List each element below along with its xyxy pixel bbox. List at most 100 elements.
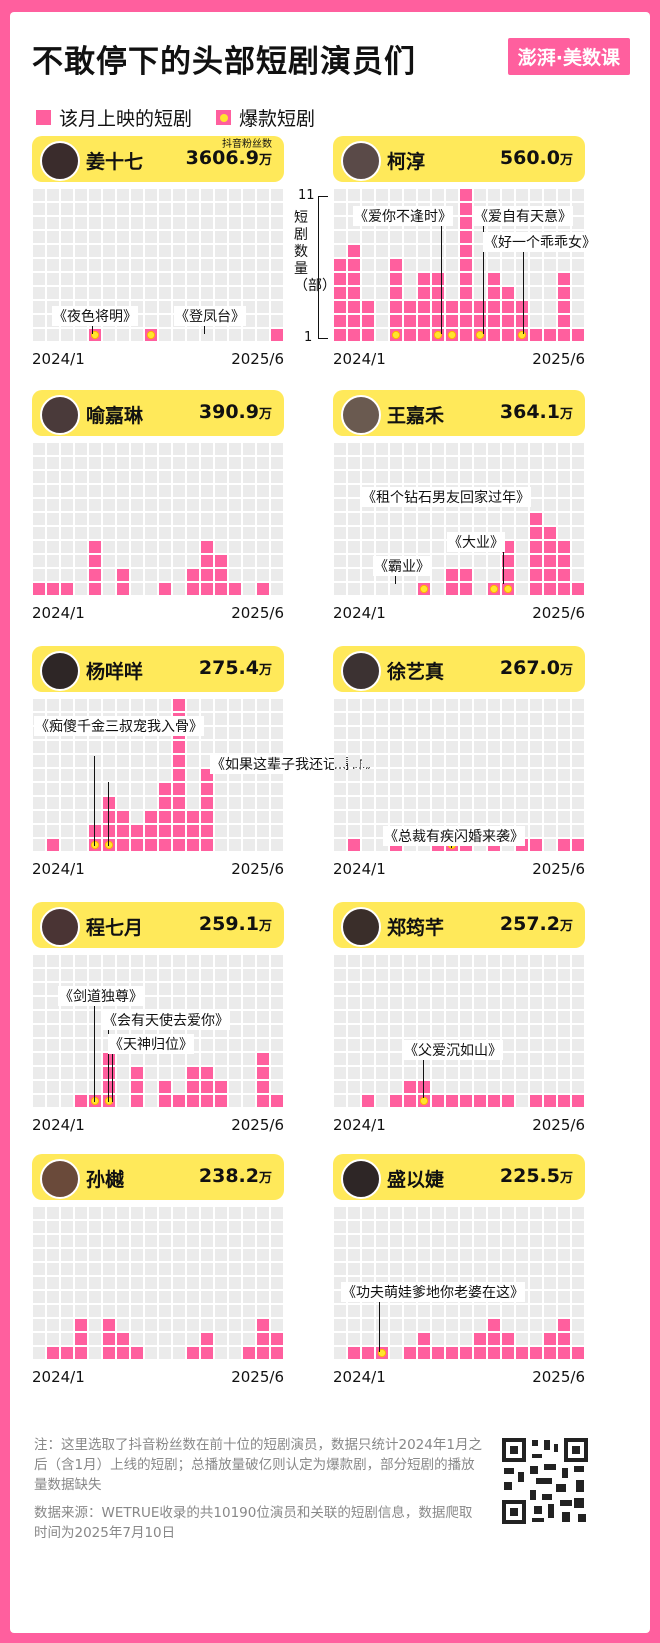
empty-cell	[201, 969, 213, 981]
empty-cell	[145, 699, 157, 711]
empty-cell	[334, 555, 346, 567]
empty-cell	[572, 457, 584, 469]
bar-cell	[488, 287, 500, 299]
empty-cell	[271, 217, 283, 229]
empty-cell	[474, 1011, 486, 1023]
empty-cell	[229, 485, 241, 497]
empty-cell	[558, 1067, 570, 1079]
empty-cell	[390, 1081, 402, 1093]
bar-cell	[446, 301, 458, 313]
empty-cell	[544, 1291, 556, 1303]
empty-cell	[173, 1291, 185, 1303]
empty-cell	[376, 1025, 388, 1037]
empty-cell	[145, 457, 157, 469]
x-label-end: 2025/6	[532, 1368, 585, 1386]
actor-panel: 姜十七 3606.9万 抖音粉丝数 《夜色将明》 《登凤台》 2024/1 2025/6	[32, 136, 284, 376]
empty-cell	[145, 1249, 157, 1261]
empty-cell	[131, 797, 143, 809]
empty-cell	[446, 231, 458, 243]
empty-cell	[516, 569, 528, 581]
actor-panel: 郑筠芊 257.2万 《父爱沉如山》 2024/1 2025/6	[333, 902, 585, 1142]
empty-cell	[390, 471, 402, 483]
empty-cell	[544, 1249, 556, 1261]
empty-cell	[117, 1277, 129, 1289]
empty-cell	[502, 997, 514, 1009]
empty-cell	[271, 727, 283, 739]
empty-cell	[530, 713, 542, 725]
empty-cell	[516, 955, 528, 967]
bar-cell	[558, 301, 570, 313]
empty-cell	[145, 245, 157, 257]
empty-cell	[334, 569, 346, 581]
empty-cell	[173, 527, 185, 539]
empty-cell	[243, 315, 255, 327]
bar-cell	[502, 555, 514, 567]
empty-cell	[460, 783, 472, 795]
bar-cell	[558, 839, 570, 851]
annotation-leader	[441, 222, 442, 334]
hit-marker	[90, 330, 100, 340]
empty-cell	[271, 499, 283, 511]
empty-cell	[75, 1305, 87, 1317]
empty-cell	[418, 783, 430, 795]
empty-cell	[271, 1053, 283, 1065]
avatar	[40, 907, 80, 947]
empty-cell	[173, 231, 185, 243]
empty-cell	[376, 1095, 388, 1107]
annotation-leader	[483, 222, 484, 334]
empty-cell	[159, 329, 171, 341]
empty-cell	[488, 443, 500, 455]
empty-cell	[404, 1207, 416, 1219]
empty-cell	[271, 259, 283, 271]
bar-cell	[201, 797, 213, 809]
fans-count: 390.9万	[199, 401, 272, 423]
empty-cell	[530, 755, 542, 767]
empty-cell	[47, 287, 59, 299]
bar-cell	[334, 287, 346, 299]
empty-cell	[530, 301, 542, 313]
empty-cell	[530, 1305, 542, 1317]
empty-cell	[460, 741, 472, 753]
empty-cell	[404, 583, 416, 595]
annotation-leader	[112, 1050, 113, 1102]
bar-cell	[460, 245, 472, 257]
empty-cell	[376, 1039, 388, 1051]
empty-cell	[229, 457, 241, 469]
empty-cell	[47, 569, 59, 581]
avatar	[341, 907, 381, 947]
empty-cell	[257, 1011, 269, 1023]
bar-cell	[446, 583, 458, 595]
bar-cell	[460, 301, 472, 313]
empty-cell	[460, 1263, 472, 1275]
empty-cell	[173, 457, 185, 469]
empty-cell	[334, 797, 346, 809]
empty-cell	[544, 769, 556, 781]
empty-cell	[145, 1053, 157, 1065]
empty-cell	[47, 1319, 59, 1331]
empty-cell	[75, 1011, 87, 1023]
empty-cell	[201, 997, 213, 1009]
empty-cell	[243, 1053, 255, 1065]
bar-cell	[362, 329, 374, 341]
empty-cell	[474, 569, 486, 581]
actor-header: 徐艺真 267.0万	[333, 646, 585, 692]
empty-cell	[33, 513, 45, 525]
actor-panel: 孙樾 238.2万 2024/1 2025/6	[32, 1154, 284, 1394]
empty-cell	[33, 555, 45, 567]
empty-cell	[348, 1081, 360, 1093]
empty-cell	[215, 1067, 227, 1079]
empty-cell	[390, 527, 402, 539]
empty-cell	[47, 969, 59, 981]
empty-cell	[173, 189, 185, 201]
bar-cell	[572, 1095, 584, 1107]
empty-cell	[187, 1333, 199, 1345]
empty-cell	[243, 259, 255, 271]
empty-cell	[229, 1221, 241, 1233]
actor-panel: 程七月 259.1万 《剑道独尊》 《会有天使去爱你》 《天神归位》 2024/1 2025…	[32, 902, 284, 1142]
empty-cell	[530, 1039, 542, 1051]
empty-cell	[418, 741, 430, 753]
empty-cell	[159, 301, 171, 313]
empty-cell	[502, 783, 514, 795]
empty-cell	[173, 1081, 185, 1093]
empty-cell	[215, 231, 227, 243]
